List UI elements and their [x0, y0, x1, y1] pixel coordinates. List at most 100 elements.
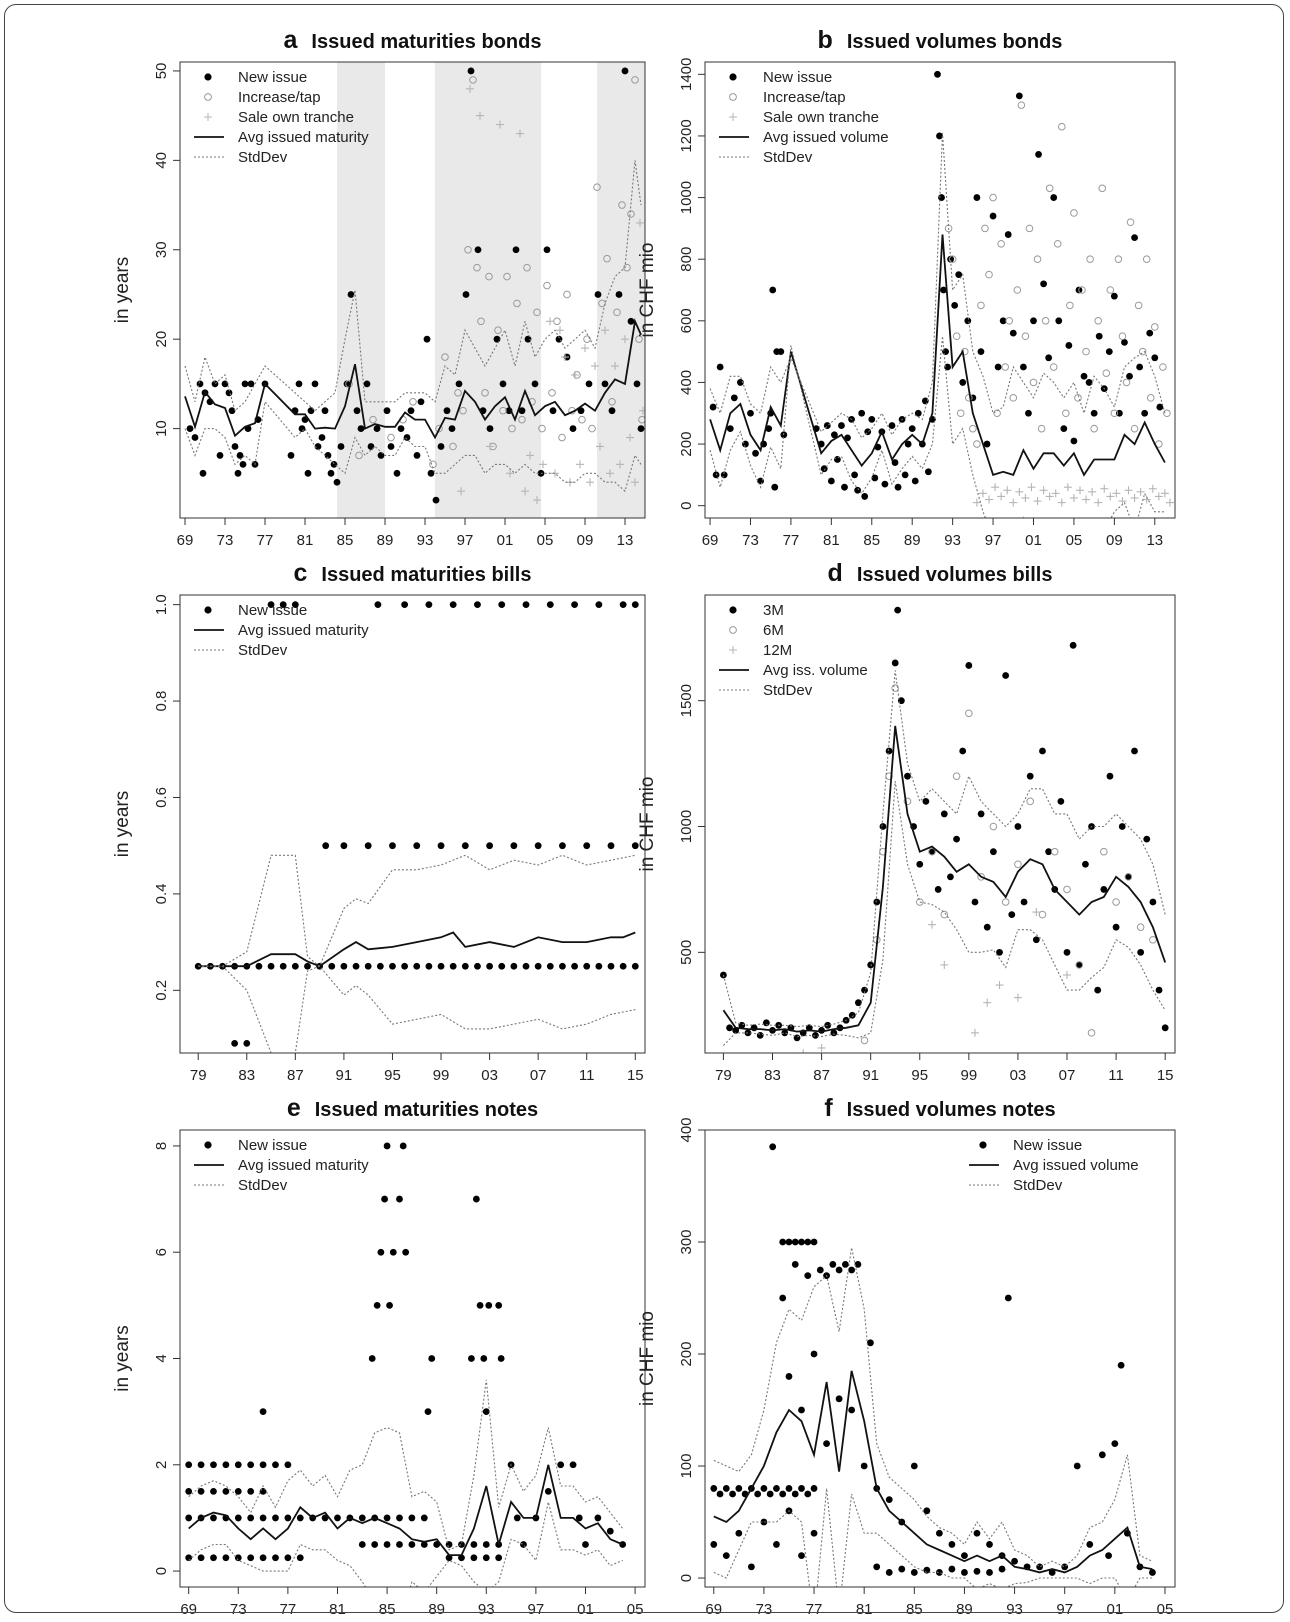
series-sale-own-tranche [457, 84, 645, 505]
data-point [485, 272, 493, 281]
data-point [569, 1461, 577, 1469]
data-point [496, 120, 504, 129]
data-point [760, 1518, 768, 1526]
data-point [284, 1514, 292, 1522]
data-point [577, 407, 585, 415]
data-point [627, 317, 635, 325]
data-point [241, 380, 249, 388]
data-point [1078, 286, 1086, 294]
plot-frame [704, 61, 1176, 519]
legend-entry: 3M [729, 602, 784, 619]
data-point [425, 601, 433, 609]
data-point [321, 407, 329, 415]
legend-entry: StdDev [719, 149, 813, 166]
data-point [1149, 935, 1157, 944]
data-point [991, 483, 1000, 492]
panel-title: b Issued volumes bonds [818, 26, 1063, 54]
data-point [779, 1490, 787, 1498]
data-point [1063, 948, 1071, 956]
data-point [1021, 332, 1030, 341]
data-point [1048, 1569, 1056, 1576]
data-point [337, 443, 345, 450]
panel-b: 69 73 77 81 85 89 93 97 01 05 09 13 0 200 400 600 800 100… [637, 26, 1176, 549]
data-point [396, 1541, 403, 1548]
data-point [383, 407, 391, 415]
data-point [916, 860, 924, 868]
data-point [729, 1490, 736, 1498]
data-point [1082, 860, 1089, 868]
data-point [296, 1514, 304, 1522]
y-tick-label: 50 [153, 63, 170, 80]
data-point [903, 797, 912, 806]
data-point [222, 1554, 230, 1562]
data-point [1004, 231, 1012, 238]
data-point [994, 363, 1002, 371]
x-tick-label: 97 [985, 532, 1002, 549]
data-point [1131, 234, 1138, 242]
series-line [722, 670, 1166, 1028]
x-tick-label: 01 [1106, 1601, 1123, 1617]
x-tick-label: 95 [384, 1067, 401, 1084]
legend: New issue Increase/tap Sale own tranche Avg… [719, 69, 889, 166]
data-point [389, 962, 396, 970]
legend-entry: Avg issued maturity [194, 129, 369, 146]
data-point [255, 962, 263, 970]
panel-title-text: Issued volumes notes [847, 1099, 1056, 1121]
legend-marker [204, 1141, 212, 1149]
data-point [368, 1355, 376, 1362]
data-point [1005, 317, 1014, 325]
data-point [817, 1043, 826, 1052]
data-point [1106, 286, 1115, 294]
data-point [449, 442, 457, 451]
data-point [185, 1461, 193, 1469]
data-point [804, 1490, 812, 1498]
data-point [901, 471, 909, 479]
data-point [1027, 483, 1036, 492]
data-point [1009, 329, 1017, 337]
data-point [1037, 424, 1046, 433]
x-tick-label: 97 [457, 532, 474, 549]
data-point [403, 434, 411, 441]
data-point [985, 270, 993, 279]
data-point [408, 1514, 416, 1522]
panel-title: a Issued maturities bonds [284, 26, 542, 54]
x-tick-label: 93 [417, 532, 434, 549]
data-point [401, 962, 409, 970]
data-point [523, 263, 531, 272]
data-point [462, 291, 470, 298]
data-point [973, 440, 981, 448]
panel-title-text: Issued maturities notes [315, 1099, 538, 1121]
data-point [497, 1355, 505, 1362]
panel-f: 69 73 77 81 85 89 93 97 01 05 0 100 200 300 400 in CHF … [637, 1094, 1176, 1618]
x-tick-label: 91 [336, 1067, 353, 1084]
data-point [571, 370, 579, 379]
data-point [428, 1355, 436, 1362]
data-point [1100, 886, 1108, 893]
data-point [940, 960, 949, 969]
data-point [944, 363, 951, 371]
data-point [838, 422, 845, 429]
data-point [389, 842, 396, 850]
data-point [397, 425, 405, 432]
data-point [533, 496, 541, 505]
panel-e: 69 73 77 81 85 89 93 97 01 05 0 2 4 6 8 in years e Issued… [112, 1094, 646, 1618]
x-tick-label: 79 [190, 1067, 207, 1084]
x-tick-label: 73 [217, 532, 234, 549]
data-point [914, 409, 922, 417]
data-point [441, 353, 449, 361]
x-tick-label: 69 [180, 1601, 197, 1617]
data-point [1021, 493, 1030, 502]
data-point [798, 1238, 805, 1246]
data-point [571, 601, 578, 609]
data-point [981, 224, 989, 233]
data-point [1094, 498, 1103, 507]
legend-label: Sale own tranche [238, 109, 354, 126]
series-stddev [722, 670, 1166, 1028]
data-point [1075, 961, 1083, 969]
data-point [1019, 363, 1027, 371]
y-tick-label: 600 [678, 308, 695, 333]
data-point [526, 451, 534, 460]
y-tick-label: 10 [153, 420, 170, 437]
data-point [1110, 292, 1118, 300]
data-point [383, 1514, 391, 1522]
